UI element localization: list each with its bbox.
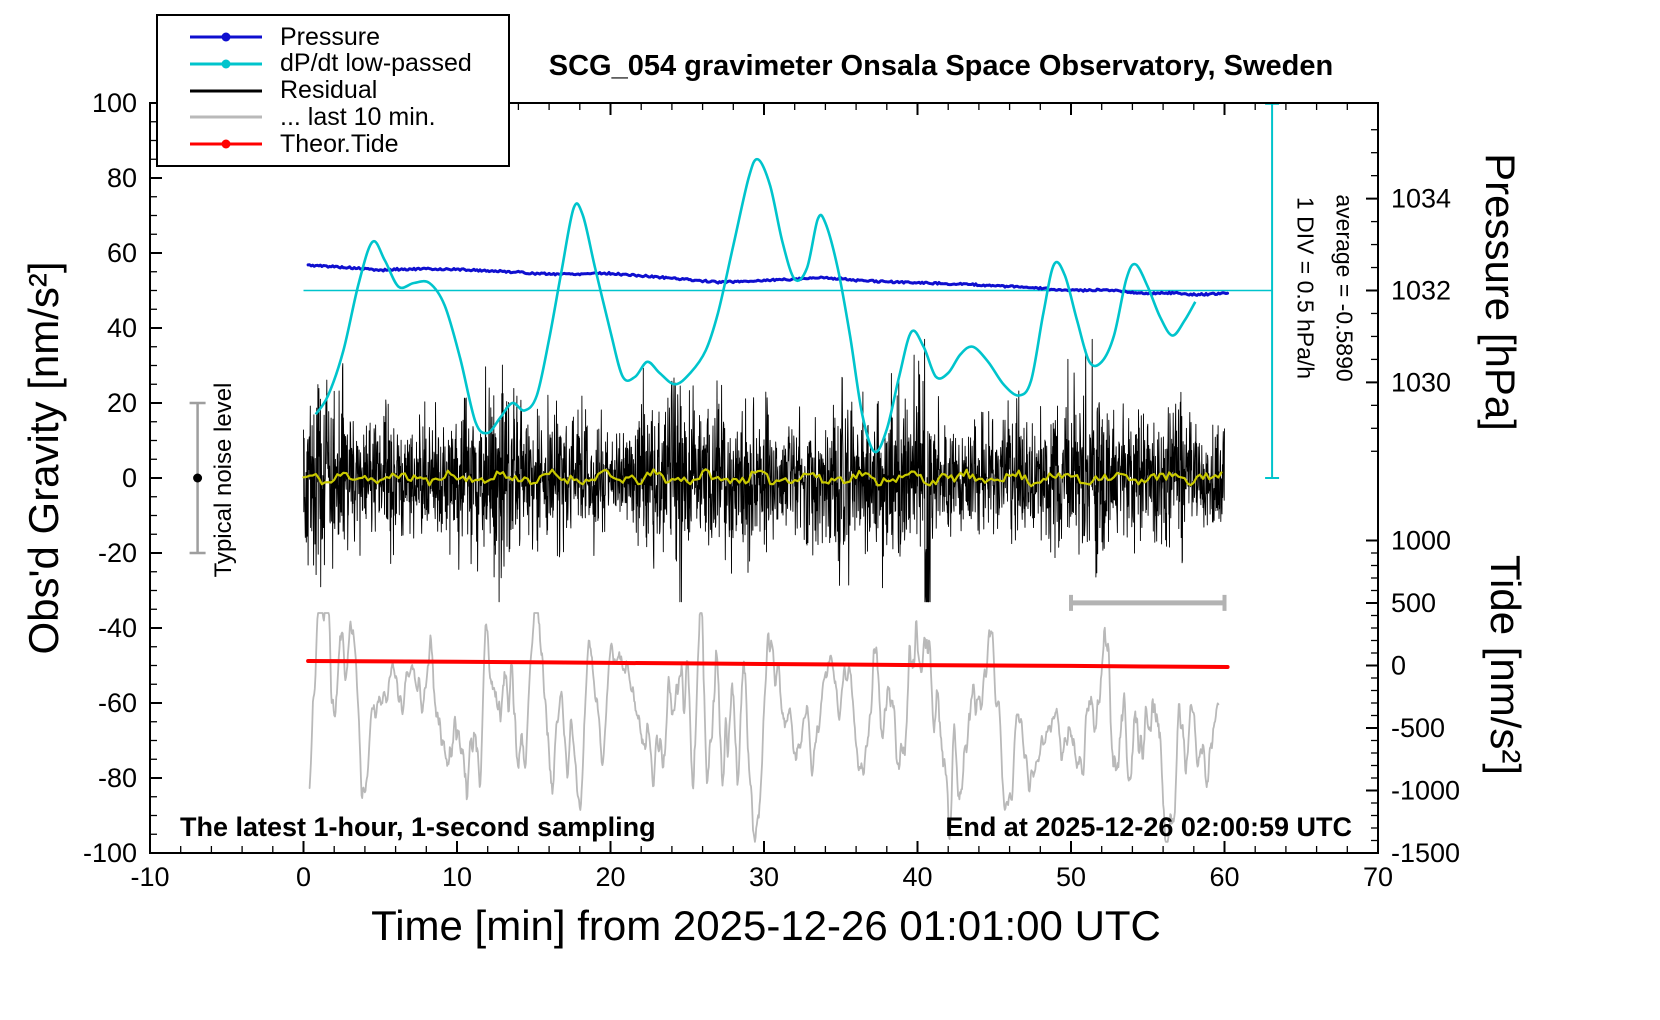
average-annotation: average = -0.5890 [1331, 194, 1358, 382]
gravity-tick-label: -100 [83, 838, 137, 868]
tide-tick-label: -1000 [1391, 776, 1460, 806]
gravity-tick-label: 40 [107, 313, 137, 343]
noise-level-annotation: Typical noise level [210, 382, 237, 578]
legend-marker-icon [190, 139, 262, 149]
tide-tick-label: 500 [1391, 588, 1436, 618]
legend-marker-icon [190, 59, 262, 69]
end-time-annotation: End at 2025-12-26 02:00:59 UTC [945, 812, 1352, 842]
x-tick-label: 10 [442, 862, 472, 892]
page-title: SCG_054 gravimeter Onsala Space Observat… [548, 50, 1334, 82]
x-tick-label: 50 [1056, 862, 1086, 892]
legend-marker-icon [190, 89, 262, 92]
noise-level-bar [189, 401, 206, 555]
gravity-tick-label: 80 [107, 163, 137, 193]
legend-item-0: Pressure [188, 22, 508, 51]
series-layer [189, 102, 1280, 843]
legend-item-2: Residual [188, 76, 508, 104]
series-residual-lowpassed [302, 468, 1223, 488]
tide-tick-label: 0 [1391, 651, 1406, 681]
y-axis-label-tide: Tide [nm/s²] [1482, 554, 1529, 776]
gravity-tick-label: -20 [98, 538, 137, 568]
pressure-tick-label: 1034 [1391, 184, 1451, 214]
x-tick-label: 30 [749, 862, 779, 892]
gravity-tick-label: -60 [98, 688, 137, 718]
pressure-tick-label: 1030 [1391, 367, 1451, 397]
x-axis-label: Time [min] from 2025-12-26 01:01:00 UTC [371, 902, 1161, 949]
gravity-tick-label: 60 [107, 238, 137, 268]
gravity-tick-label: 20 [107, 388, 137, 418]
x-tick-label: 20 [595, 862, 625, 892]
legend-item-label: dP/dt low-passed [280, 49, 472, 78]
last10-range-bar [1069, 594, 1227, 611]
gravity-tick-label: -40 [98, 613, 137, 643]
legend-item-label: Residual [280, 76, 378, 104]
legend-item-3: ... last 10 min. [188, 102, 508, 131]
pressure-tick-label: 1032 [1391, 276, 1451, 306]
tide-tick-label: -1500 [1391, 838, 1460, 868]
legend-item-1: dP/dt low-passed [188, 49, 508, 78]
x-tick-label: -10 [130, 862, 169, 892]
x-tick-label: 40 [902, 862, 932, 892]
legend-marker-icon [190, 115, 262, 119]
legend-item-label: ... last 10 min. [280, 102, 436, 131]
y-axis-label-pressure: Pressure [hPa] [1477, 153, 1524, 431]
div-scale-annotation: 1 DIV = 0.5 hPa/h [1292, 196, 1319, 380]
tide-tick-label: 1000 [1391, 526, 1451, 556]
x-tick-label: 70 [1363, 862, 1393, 892]
series-pressure [306, 263, 1230, 297]
axes: -10 0 10 20 30 40 50 60 70-100-80-60-40-20020406… [83, 88, 1460, 892]
x-tick-label: 0 [296, 862, 311, 892]
legend-item-label: Theor.Tide [280, 129, 399, 158]
legend-marker-icon [190, 32, 262, 42]
x-tick-label: 60 [1209, 862, 1239, 892]
legend-item-label: Pressure [280, 22, 381, 51]
gravity-tick-label: 100 [92, 88, 137, 118]
y-axis-label-gravity: Obs'd Gravity [nm/s²] [20, 261, 67, 655]
gravity-tick-label: -80 [98, 763, 137, 793]
sampling-annotation: The latest 1-hour, 1-second sampling [180, 812, 656, 842]
series-last10 [308, 612, 1220, 843]
series-dpdt [314, 157, 1197, 454]
legend: Pressure dP/dt low-passed Residual... last… [156, 14, 510, 167]
tide-tick-label: -500 [1391, 713, 1445, 743]
gravity-tick-label: 0 [122, 463, 137, 493]
series-residual [303, 338, 1225, 603]
legend-item-4: Theor.Tide [188, 129, 508, 158]
series-theor-tide [306, 659, 1230, 669]
